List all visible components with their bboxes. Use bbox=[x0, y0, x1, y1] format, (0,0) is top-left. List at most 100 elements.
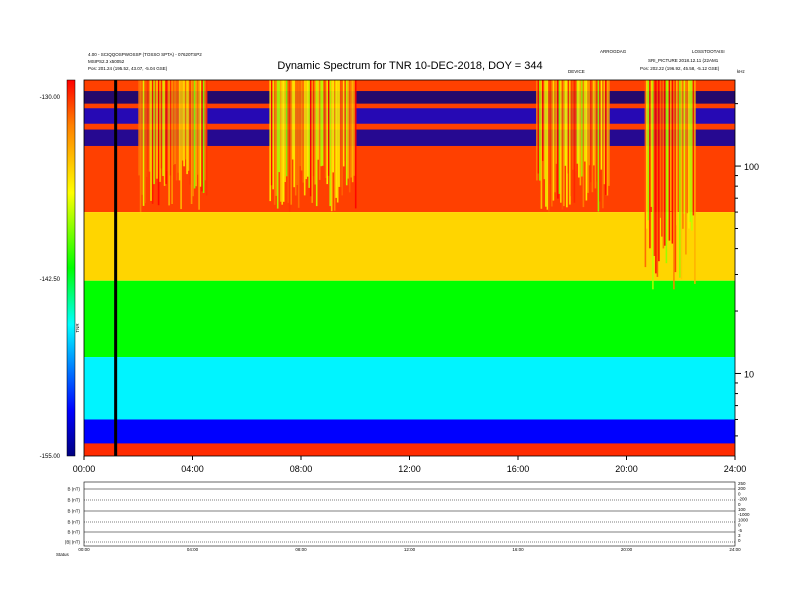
burst-0-streak bbox=[150, 80, 152, 201]
burst-0-streak bbox=[177, 80, 179, 173]
burst-2-streak bbox=[605, 80, 607, 195]
burst-2-streak bbox=[582, 80, 585, 208]
burst-3-streak bbox=[668, 80, 671, 241]
burst-1-streak bbox=[347, 80, 349, 179]
burst-3-streak bbox=[670, 80, 672, 212]
lower-row-label: B (nT) bbox=[67, 509, 80, 514]
burst-3-streak bbox=[680, 80, 683, 280]
burst-3-streak bbox=[686, 80, 689, 214]
burst-0-streak bbox=[162, 80, 164, 176]
lower-right-label: 0 bbox=[738, 491, 741, 496]
burst-0-streak bbox=[201, 80, 203, 192]
burst-1-streak bbox=[296, 80, 298, 185]
burst-1-streak bbox=[341, 80, 343, 196]
burst-3-streak bbox=[673, 80, 675, 290]
burst-1-streak bbox=[338, 80, 340, 187]
burst-0-streak bbox=[204, 80, 206, 181]
lower-right-label: 0 bbox=[738, 502, 741, 507]
x-axis: 00:00 04:00 08:00 12:00 16:00 20:00 24:00 bbox=[73, 456, 746, 474]
burst-1-streak bbox=[333, 80, 336, 211]
burst-0-streak bbox=[180, 80, 182, 210]
burst-1-streak bbox=[326, 80, 328, 185]
burst-1-streak bbox=[308, 80, 310, 188]
header-left-line-2: MSIPS2.3 x50052 bbox=[88, 59, 125, 64]
lower-time-label: 20:00 bbox=[621, 547, 633, 552]
burst-1-streak bbox=[299, 80, 301, 167]
burst-1-streak bbox=[350, 80, 352, 178]
burst-1-streak bbox=[288, 80, 291, 212]
burst-2-streak bbox=[602, 80, 604, 209]
burst-1-streak bbox=[330, 80, 333, 212]
spectrogram bbox=[84, 80, 735, 456]
lower-right-label: -1000 bbox=[738, 512, 750, 517]
header-right-line-2: LOSSTOOTAISI bbox=[692, 49, 725, 54]
header-right: ARROGDAG LOSSTOOTAISI SRI_PICTURE 2018.1… bbox=[600, 49, 725, 71]
burst-0-streak bbox=[166, 80, 169, 172]
burst-0-streak bbox=[138, 80, 140, 176]
burst-3-streak bbox=[674, 80, 677, 273]
burst-3-streak bbox=[665, 80, 668, 264]
colorbar-label: TNR bbox=[75, 323, 80, 333]
burst-2-streak bbox=[537, 80, 540, 174]
burst-0-streak bbox=[189, 80, 191, 185]
burst-1-streak bbox=[318, 80, 321, 180]
burst-2-streak bbox=[566, 80, 568, 208]
burst-0-streak bbox=[193, 80, 196, 189]
burst-0-streak bbox=[154, 80, 157, 179]
lower-time-label: 24:00 bbox=[729, 547, 741, 552]
burst-0-streak bbox=[190, 80, 193, 204]
burst-2-streak bbox=[576, 80, 579, 164]
burst-1-streak bbox=[273, 80, 276, 205]
burst-2-streak bbox=[545, 80, 547, 207]
burst-0-streak bbox=[148, 80, 151, 172]
burst-2-streak bbox=[588, 80, 591, 166]
lower-time-label: 04:00 bbox=[187, 547, 199, 552]
burst-2-streak bbox=[600, 80, 603, 170]
burst-0-streak bbox=[183, 80, 185, 167]
burst-3-streak bbox=[676, 80, 678, 226]
burst-0-streak bbox=[199, 80, 202, 187]
spectrum-band-1 bbox=[84, 212, 735, 281]
burst-0-streak bbox=[186, 80, 188, 175]
burst-2-streak bbox=[554, 80, 556, 193]
header-right-line-3: SRI_PICTURE 2018.12.11 (22AM1 bbox=[648, 58, 719, 63]
burst-2-streak bbox=[558, 80, 561, 194]
burst-2-streak bbox=[584, 80, 586, 162]
burst-1-streak bbox=[345, 80, 348, 186]
burst-2-streak bbox=[552, 80, 555, 201]
spectrum-low-freq-strip bbox=[84, 443, 735, 456]
burst-2-streak bbox=[540, 80, 543, 209]
y-tick-label: 100 bbox=[744, 162, 759, 172]
lower-time-label: 16:00 bbox=[512, 547, 524, 552]
burst-0-streak bbox=[195, 80, 197, 187]
burst-3-streak bbox=[682, 80, 684, 229]
x-tick-label: 20:00 bbox=[615, 464, 638, 474]
burst-3-streak bbox=[677, 80, 680, 212]
burst-1-streak bbox=[342, 80, 345, 167]
lower-right-label: 0 bbox=[738, 538, 741, 543]
burst-0-streak bbox=[172, 80, 175, 166]
burst-3-streak bbox=[652, 80, 654, 290]
burst-1-streak bbox=[312, 80, 315, 177]
header-left-line-3: Pos: 201.24 (195.52, 43.07, -5.04 GSE) bbox=[88, 66, 168, 71]
burst-3-streak bbox=[644, 80, 647, 268]
burst-1-streak bbox=[323, 80, 325, 197]
header-left-line-1: 4.00 - SCIQQOSPWOSSP (TOSSO SPTA) - 0762… bbox=[88, 52, 202, 57]
burst-2-streak bbox=[585, 80, 588, 201]
burst-1-streak bbox=[284, 80, 286, 182]
burst-0-streak bbox=[205, 80, 208, 196]
burst-1-streak bbox=[282, 80, 285, 202]
lower-panel-frame bbox=[83, 481, 736, 547]
burst-1-streak bbox=[314, 80, 316, 185]
burst-2-streak bbox=[543, 80, 546, 180]
burst-3-streak bbox=[683, 80, 686, 214]
burst-2-streak bbox=[570, 80, 573, 197]
burst-1-streak bbox=[291, 80, 294, 160]
burst-1-streak bbox=[320, 80, 322, 167]
burst-3-streak bbox=[671, 80, 674, 244]
burst-3-streak bbox=[658, 80, 660, 262]
x-tick-label: 00:00 bbox=[73, 464, 96, 474]
burst-2-streak bbox=[555, 80, 558, 164]
burst-0-streak bbox=[141, 80, 143, 195]
burst-2-streak bbox=[569, 80, 571, 205]
